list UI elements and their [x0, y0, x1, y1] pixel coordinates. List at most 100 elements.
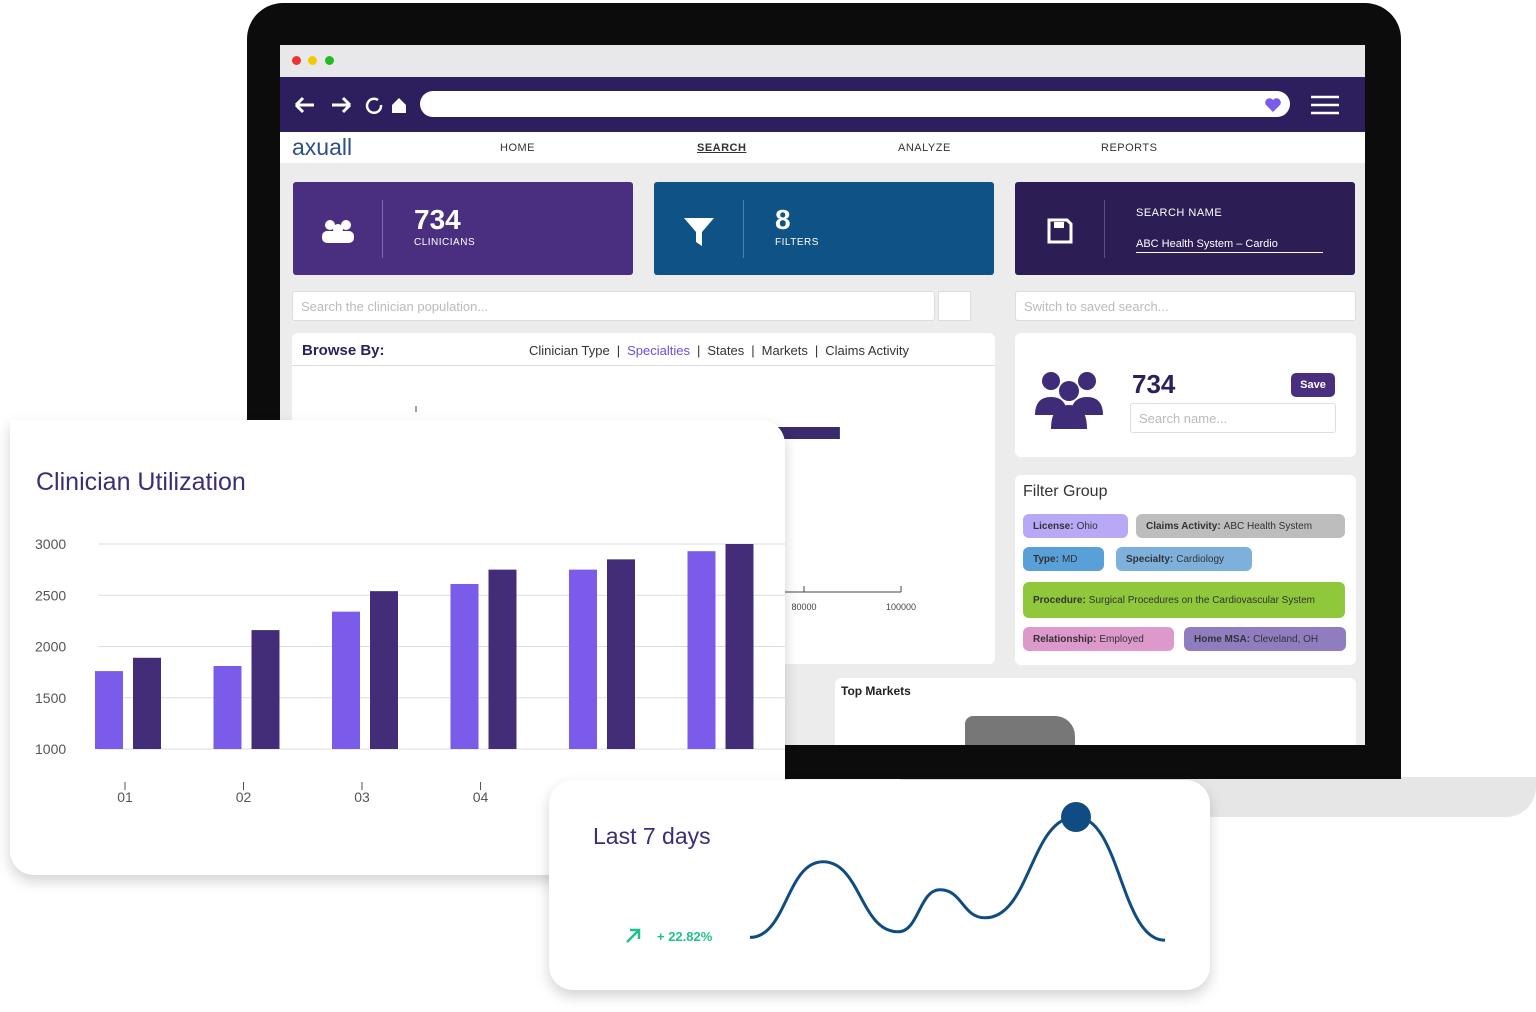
people-icon — [322, 220, 354, 243]
nav-link[interactable]: SEARCH — [697, 142, 747, 154]
x-tick-label: 80000 — [791, 602, 816, 612]
bar — [95, 671, 123, 749]
toolbar — [280, 77, 1365, 132]
tab[interactable]: Claims Activity — [825, 343, 910, 358]
change: + 22.82% — [657, 929, 713, 944]
search-name-input[interactable]: Search name... — [1130, 403, 1336, 433]
bar — [251, 630, 280, 749]
search-input[interactable]: Search the clinician population... — [292, 291, 935, 321]
chip: License: Ohio — [1023, 514, 1128, 538]
filter-title: Filter Group — [1023, 483, 1108, 500]
chart-title: Last 7 days — [593, 823, 711, 849]
chip-key: Home MSA: — [1194, 633, 1251, 645]
separator: | — [696, 343, 701, 358]
address-bar[interactable] — [420, 91, 1290, 117]
chip-key: Type: — [1033, 553, 1059, 565]
up-arrow — [626, 928, 641, 943]
chip-value: Cleveland, OH — [1253, 633, 1319, 645]
toolbar-icons[interactable] — [292, 91, 412, 119]
separator: | — [616, 343, 621, 358]
saved-panel: 734 Save Search name... — [1015, 333, 1356, 457]
chip-value: Employed — [1099, 633, 1144, 645]
heart-icon[interactable] — [1264, 97, 1282, 113]
browser-chrome — [280, 45, 1365, 77]
panel-title: Top Markets — [841, 684, 911, 698]
chip: Claims Activity: ABC Health System — [1136, 514, 1345, 538]
chart-title: Clinician Utilization — [36, 468, 246, 496]
stat-value: 734 — [414, 204, 461, 235]
bar — [687, 551, 716, 749]
chip: Relationship: Employed — [1023, 627, 1174, 651]
bar — [450, 583, 479, 749]
bar — [332, 611, 360, 749]
chip-value: Surgical Procedures on the Cardiovascula… — [1088, 594, 1316, 606]
top-markets: Top Markets — [835, 678, 1356, 745]
clinicians-icon — [1035, 372, 1103, 429]
screen: axuall HOME SEARCH ANALYZE REPORTS 734 CLIN… — [280, 45, 1365, 745]
map — [965, 716, 1075, 745]
bar — [370, 591, 398, 749]
chip-key: Specialty: — [1126, 553, 1174, 565]
x-tick-label: 04 — [473, 789, 489, 805]
bar — [213, 665, 242, 749]
logo[interactable]: axuall — [292, 134, 353, 160]
filter-icon — [684, 218, 714, 246]
menu-icon[interactable] — [1310, 95, 1340, 115]
chip: Type: MD — [1023, 547, 1104, 571]
browse-tabs: Clinician Type | Specialties | States | Market… — [529, 343, 909, 358]
utilization-chart: Clinician Utilization 1000 1500 2000 2500 30… — [35, 468, 785, 805]
dot — [325, 56, 334, 65]
trend-card: Last 7 days + 22.82% — [549, 780, 1210, 990]
dot — [292, 56, 301, 65]
stat-label: CLINICIANS — [414, 237, 476, 248]
tab[interactable]: Markets — [761, 343, 808, 358]
nav-link[interactable]: HOME — [500, 142, 535, 154]
dot — [308, 56, 317, 65]
stat-label: SEARCH NAME — [1136, 207, 1223, 219]
separator: | — [814, 343, 819, 358]
x-tick-label: 02 — [236, 789, 252, 805]
bar — [133, 657, 161, 749]
trend-chart: Last 7 days + 22.82% — [593, 802, 1166, 944]
browse-title: Browse By: — [302, 342, 385, 359]
tab[interactable]: Specialties — [627, 343, 690, 358]
nav-link[interactable]: ANALYZE — [898, 142, 951, 154]
y-tick-label: 1000 — [35, 741, 66, 757]
nav-link[interactable]: REPORTS — [1101, 142, 1158, 154]
chip-key: Procedure: — [1033, 594, 1086, 606]
app-nav: axuall HOME SEARCH ANALYZE REPORTS — [280, 132, 1365, 163]
save-icon[interactable] — [1047, 218, 1073, 244]
stat-card: SEARCH NAME ABC Health System – Cardio — [1015, 182, 1355, 275]
y-tick-label: 2000 — [35, 639, 66, 655]
filter-group: Filter Group License: Ohio Claims Activity… — [1015, 475, 1356, 665]
separator: | — [751, 343, 755, 358]
search-button[interactable] — [938, 291, 971, 321]
bar — [488, 569, 517, 749]
chip-value: Cardiology — [1176, 553, 1225, 565]
y-tick-label: 3000 — [35, 536, 66, 552]
stat-value: 8 — [775, 204, 791, 235]
tab[interactable]: States — [707, 343, 745, 358]
saved-search-select[interactable]: Switch to saved search... — [1015, 291, 1356, 321]
stat-label: FILTERS — [775, 237, 819, 248]
x-tick-label: 01 — [117, 789, 133, 805]
x-tick-label: 100000 — [886, 602, 916, 612]
bar — [725, 544, 754, 749]
chip-value: MD — [1061, 553, 1078, 565]
x-tick-label: 03 — [354, 789, 370, 805]
chip-key: License: — [1033, 520, 1074, 532]
bar — [607, 559, 635, 749]
y-tick-label: 1500 — [35, 690, 66, 706]
chip-value: Ohio — [1076, 520, 1098, 532]
chip-value: ABC Health System — [1223, 520, 1313, 532]
chip: Specialty: Cardiology — [1116, 547, 1252, 571]
chip-key: Relationship: — [1033, 633, 1097, 645]
tab[interactable]: Clinician Type — [529, 343, 610, 358]
y-tick-label: 2500 — [35, 587, 66, 603]
peak-marker — [1061, 802, 1091, 832]
saved-count: 734 — [1132, 369, 1176, 399]
search-name[interactable]: ABC Health System – Cardio — [1136, 238, 1323, 253]
save-button[interactable]: Save — [1291, 373, 1335, 397]
stat-card: 8 FILTERS — [654, 182, 994, 275]
